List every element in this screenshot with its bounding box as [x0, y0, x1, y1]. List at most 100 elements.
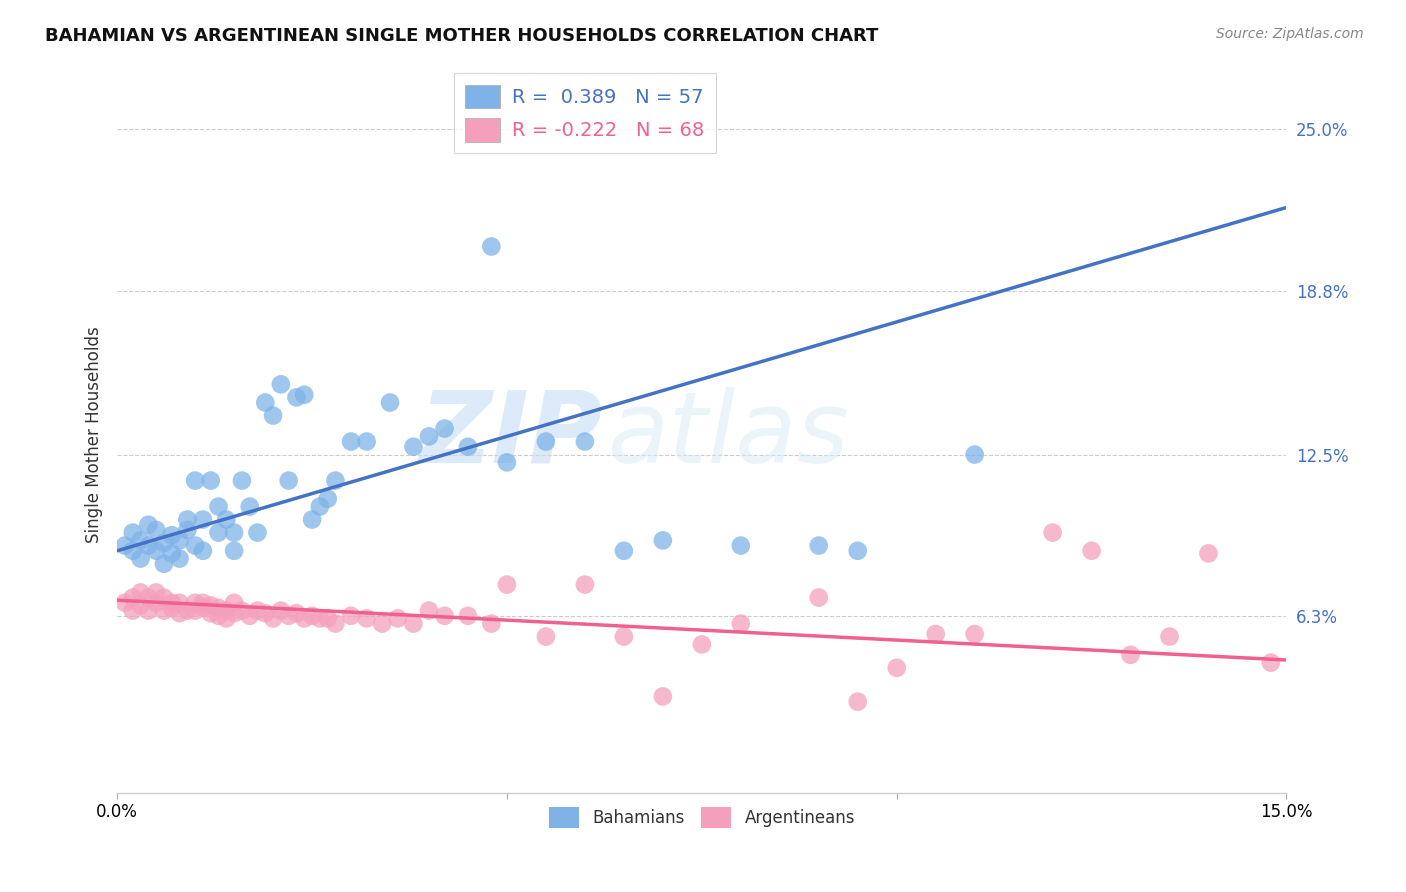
- Legend: Bahamians, Argentineans: Bahamians, Argentineans: [543, 801, 862, 834]
- Point: [270, 377, 292, 392]
- Point: [308, 611, 330, 625]
- Text: atlas: atlas: [609, 386, 849, 483]
- Point: [301, 608, 323, 623]
- Point: [1260, 656, 1282, 670]
- Point: [207, 608, 229, 623]
- Point: [169, 606, 191, 620]
- Point: [325, 616, 347, 631]
- Point: [433, 608, 456, 623]
- Point: [846, 543, 869, 558]
- Point: [200, 599, 222, 613]
- Point: [145, 523, 167, 537]
- Point: [301, 512, 323, 526]
- Point: [340, 434, 363, 449]
- Point: [129, 599, 152, 613]
- Point: [239, 608, 262, 623]
- Point: [191, 596, 214, 610]
- Point: [1198, 546, 1220, 560]
- Point: [262, 409, 284, 423]
- Point: [846, 695, 869, 709]
- Point: [254, 606, 277, 620]
- Point: [169, 551, 191, 566]
- Point: [160, 601, 183, 615]
- Point: [340, 608, 363, 623]
- Point: [169, 596, 191, 610]
- Point: [316, 611, 339, 625]
- Point: [191, 601, 214, 615]
- Point: [224, 543, 246, 558]
- Point: [129, 533, 152, 548]
- Point: [138, 591, 160, 605]
- Point: [200, 606, 222, 620]
- Point: [231, 604, 253, 618]
- Point: [496, 577, 519, 591]
- Text: BAHAMIAN VS ARGENTINEAN SINGLE MOTHER HOUSEHOLDS CORRELATION CHART: BAHAMIAN VS ARGENTINEAN SINGLE MOTHER HO…: [45, 27, 879, 45]
- Point: [224, 606, 246, 620]
- Point: [1119, 648, 1142, 662]
- Point: [138, 539, 160, 553]
- Point: [613, 543, 636, 558]
- Point: [277, 608, 299, 623]
- Point: [371, 616, 394, 631]
- Point: [356, 611, 378, 625]
- Point: [270, 604, 292, 618]
- Point: [224, 596, 246, 610]
- Text: ZIP: ZIP: [419, 386, 602, 483]
- Point: [418, 429, 440, 443]
- Point: [246, 525, 269, 540]
- Point: [231, 474, 253, 488]
- Point: [1042, 525, 1064, 540]
- Point: [114, 596, 136, 610]
- Point: [160, 596, 183, 610]
- Point: [114, 539, 136, 553]
- Point: [176, 604, 198, 618]
- Point: [402, 440, 425, 454]
- Point: [200, 474, 222, 488]
- Y-axis label: Single Mother Households: Single Mother Households: [86, 326, 103, 543]
- Point: [613, 630, 636, 644]
- Point: [479, 239, 502, 253]
- Point: [807, 539, 830, 553]
- Point: [153, 536, 176, 550]
- Point: [215, 512, 238, 526]
- Point: [121, 543, 143, 558]
- Point: [207, 500, 229, 514]
- Point: [215, 604, 238, 618]
- Point: [574, 577, 596, 591]
- Point: [191, 512, 214, 526]
- Point: [1080, 543, 1102, 558]
- Point: [308, 500, 330, 514]
- Point: [129, 551, 152, 566]
- Point: [145, 543, 167, 558]
- Point: [121, 604, 143, 618]
- Point: [207, 601, 229, 615]
- Point: [138, 604, 160, 618]
- Point: [160, 528, 183, 542]
- Point: [402, 616, 425, 631]
- Point: [963, 448, 986, 462]
- Point: [153, 591, 176, 605]
- Point: [651, 690, 673, 704]
- Point: [224, 525, 246, 540]
- Point: [176, 512, 198, 526]
- Point: [387, 611, 409, 625]
- Point: [191, 543, 214, 558]
- Point: [807, 591, 830, 605]
- Point: [325, 474, 347, 488]
- Point: [457, 608, 479, 623]
- Point: [254, 395, 277, 409]
- Text: Source: ZipAtlas.com: Source: ZipAtlas.com: [1216, 27, 1364, 41]
- Point: [651, 533, 673, 548]
- Point: [121, 591, 143, 605]
- Point: [730, 616, 752, 631]
- Point: [479, 616, 502, 631]
- Point: [246, 604, 269, 618]
- Point: [496, 455, 519, 469]
- Point: [138, 517, 160, 532]
- Point: [378, 395, 401, 409]
- Point: [277, 474, 299, 488]
- Point: [207, 525, 229, 540]
- Point: [292, 611, 315, 625]
- Point: [418, 604, 440, 618]
- Point: [963, 627, 986, 641]
